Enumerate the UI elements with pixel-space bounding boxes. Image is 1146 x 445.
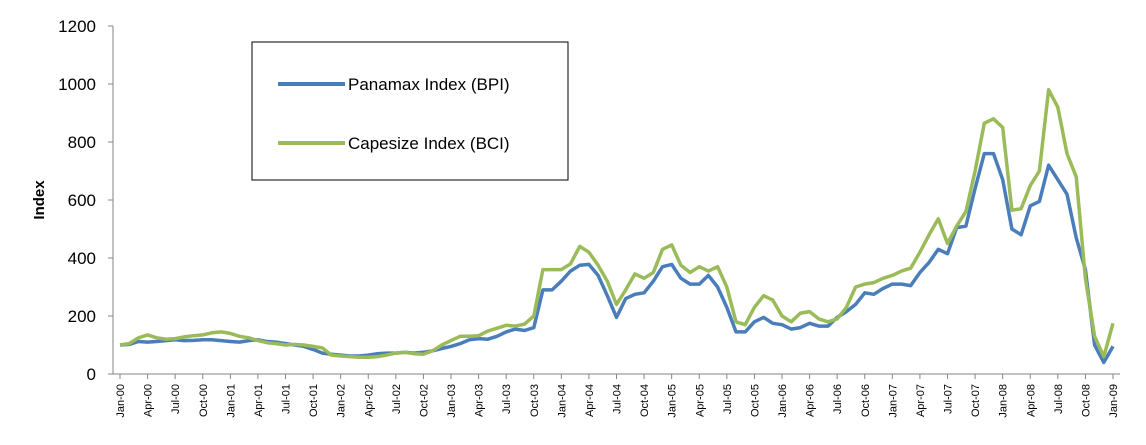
x-tick-label: Jul-06: [832, 384, 844, 414]
x-tick-label: Apr-04: [584, 384, 596, 417]
x-tick-label: Oct-08: [1080, 384, 1092, 417]
x-tick-label: Jul-00: [170, 384, 182, 414]
y-tick-label: 600: [68, 191, 96, 210]
x-tick-label: Jul-01: [281, 384, 293, 414]
x-tick-label: Oct-06: [860, 384, 872, 417]
legend-label: Panamax Index (BPI): [348, 75, 510, 94]
y-tick-label: 400: [68, 249, 96, 268]
y-tick-label: 800: [68, 133, 96, 152]
x-tick-label: Jul-03: [501, 384, 513, 414]
x-tick-label: Apr-03: [474, 384, 486, 417]
y-axis-label: Index: [31, 180, 48, 220]
x-tick-label: Jul-08: [1053, 384, 1065, 414]
series-line: [119, 88, 1115, 359]
y-tick-label: 0: [87, 365, 96, 384]
x-tick-label: Jan-04: [556, 384, 568, 418]
x-tick-label: Oct-03: [529, 384, 541, 417]
x-tick-label: Oct-05: [749, 384, 761, 417]
x-tick-label: Jan-06: [777, 384, 789, 418]
x-tick-label: Apr-00: [143, 384, 155, 417]
x-tick-label: Apr-08: [1025, 384, 1037, 417]
legend-label: Capesize Index (BCI): [348, 134, 510, 153]
x-tick-label: Jan-02: [336, 384, 348, 418]
x-tick-label: Jan-03: [446, 384, 458, 418]
x-tick-label: Apr-06: [805, 384, 817, 417]
x-tick-label: Oct-02: [418, 384, 430, 417]
y-tick-label: 1200: [58, 17, 96, 36]
series-line: [119, 151, 1115, 365]
x-tick-label: Jul-02: [391, 384, 403, 414]
legend-box: [251, 41, 569, 181]
x-tick-label: Oct-07: [970, 384, 982, 417]
x-tick-label: Apr-07: [915, 384, 927, 417]
x-tick-label: Apr-05: [694, 384, 706, 417]
x-tick-label: Oct-04: [639, 384, 651, 417]
x-tick-label: Oct-00: [198, 384, 210, 417]
x-tick-label: Apr-02: [363, 384, 375, 417]
x-tick-label: Oct-01: [308, 384, 320, 417]
legend: Panamax Index (BPI) Capesize Index (BCI): [251, 41, 569, 181]
x-tick-label: Jan-08: [998, 384, 1010, 418]
x-tick-label: Jan-00: [115, 384, 127, 418]
y-tick-label: 200: [68, 307, 96, 326]
x-tick-label: Jan-05: [667, 384, 679, 418]
x-tick-label: Jul-04: [612, 384, 624, 414]
x-tick-label: Jan-07: [887, 384, 899, 418]
x-tick-label: Jul-07: [943, 384, 955, 414]
x-tick-label: Jan-09: [1108, 384, 1120, 418]
x-tick-label: Jan-01: [225, 384, 237, 418]
x-tick-label: Jul-05: [722, 384, 734, 414]
x-tick-label: Apr-01: [253, 384, 265, 417]
y-tick-label: 1000: [58, 75, 96, 94]
